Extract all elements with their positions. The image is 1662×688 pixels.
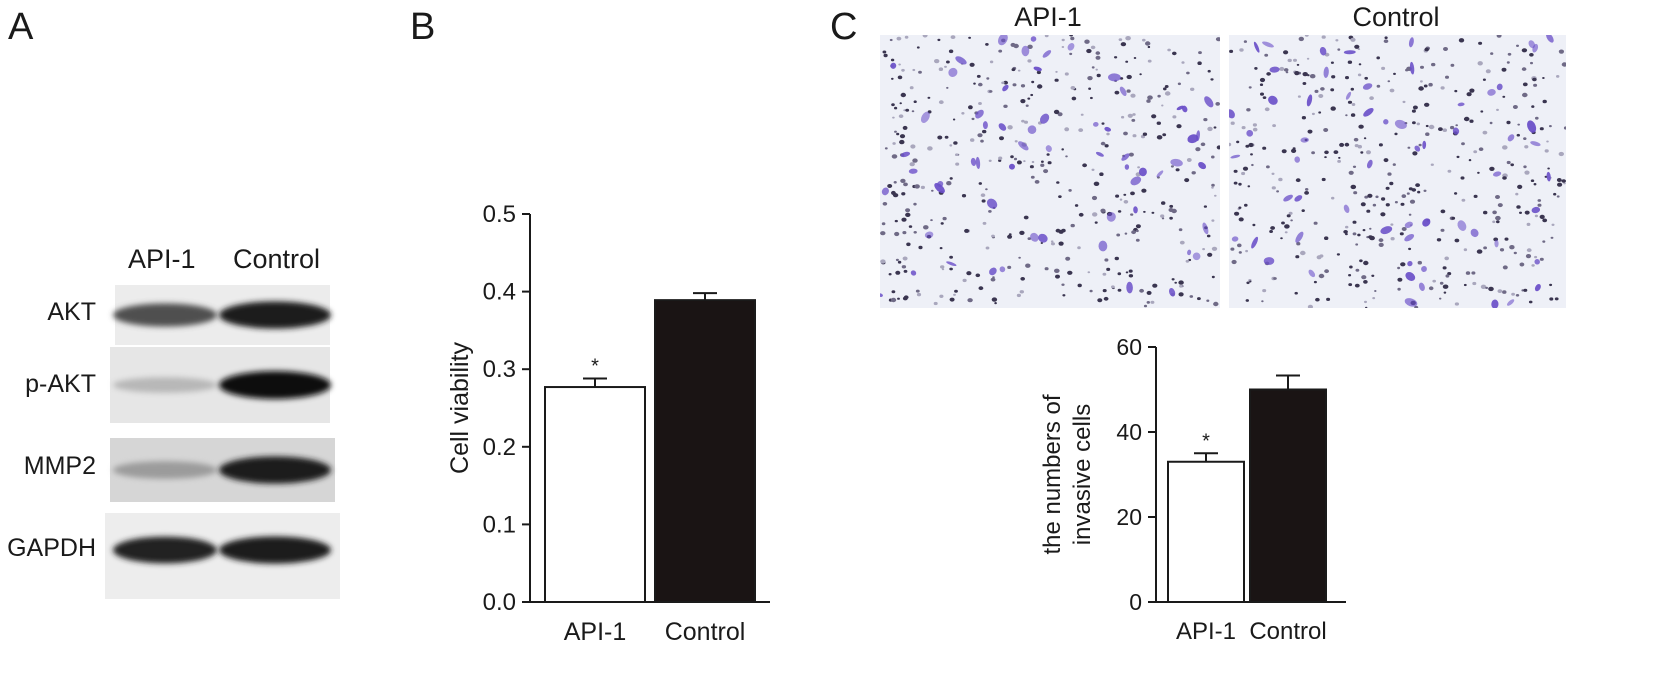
blot-band-gapdh-control bbox=[219, 536, 331, 564]
x-tick-label-control: Control bbox=[665, 618, 746, 646]
western-blot-image bbox=[105, 285, 340, 599]
bar-control bbox=[1249, 388, 1327, 603]
panel-label-c: C bbox=[830, 6, 858, 48]
blot-band-mmp2-api-1 bbox=[113, 461, 217, 479]
y-tick-label: 20 bbox=[1116, 504, 1142, 530]
x-tick-label-api-1: API-1 bbox=[564, 618, 627, 646]
micrograph-title-api1: API-1 bbox=[1014, 2, 1082, 32]
blot-row-label-p-akt: p-AKT bbox=[25, 370, 96, 398]
invasive-cells-chart: 0 20 40 60 API-1 * Control the numbers of invasi… bbox=[1039, 334, 1346, 645]
y-tick-label: 0.3 bbox=[483, 356, 516, 383]
y-tick-label: 0.0 bbox=[483, 589, 516, 616]
blot-band-gapdh-api-1 bbox=[113, 536, 217, 564]
blot-row-label-gapdh: GAPDH bbox=[7, 534, 96, 562]
panel-label-a: A bbox=[8, 6, 34, 48]
panel-label-b: B bbox=[410, 6, 436, 48]
y-axis-label-line2: invasive cells bbox=[1069, 404, 1096, 545]
micrograph-control bbox=[1229, 35, 1566, 308]
blot-lane-label-control: Control bbox=[233, 244, 321, 274]
y-axis-label: Cell viability bbox=[446, 342, 474, 474]
y-tick-label: 0 bbox=[1129, 589, 1142, 615]
y-tick-label: 60 bbox=[1116, 334, 1142, 360]
cell-viability-chart: 0.0 0.1 0.2 0.3 0.4 0.5 API-1 * Control Cell viab… bbox=[446, 201, 770, 646]
bar-api-1 bbox=[1167, 460, 1245, 603]
y-axis-label: the numbers of bbox=[1039, 394, 1066, 554]
bar-control bbox=[654, 299, 756, 604]
blot-band-p-akt-control bbox=[219, 371, 331, 399]
x-tick-label-control: Control bbox=[1249, 618, 1326, 645]
x-tick-label-api-1: API-1 bbox=[1176, 618, 1236, 645]
y-tick-label: 0.2 bbox=[483, 434, 516, 461]
significance-marker: * bbox=[591, 356, 599, 378]
blot-band-p-akt-api-1 bbox=[113, 377, 217, 393]
blot-band-akt-api-1 bbox=[113, 303, 217, 327]
y-tick-label: 40 bbox=[1116, 419, 1142, 445]
blot-lane-label-api1: API-1 bbox=[128, 244, 196, 274]
micrograph-title-control: Control bbox=[1352, 2, 1440, 32]
y-tick-label: 0.1 bbox=[483, 511, 516, 538]
blot-band-akt-control bbox=[219, 301, 331, 329]
y-tick-label: 0.5 bbox=[483, 201, 516, 228]
blot-row-label-akt: AKT bbox=[47, 298, 96, 326]
blot-row-label-mmp2: MMP2 bbox=[23, 452, 96, 480]
significance-marker: * bbox=[1202, 430, 1210, 452]
blot-band-mmp2-control bbox=[219, 456, 331, 484]
bar-api-1 bbox=[544, 386, 646, 603]
y-tick-label: 0.4 bbox=[483, 279, 516, 306]
micrograph-api1 bbox=[880, 35, 1220, 308]
